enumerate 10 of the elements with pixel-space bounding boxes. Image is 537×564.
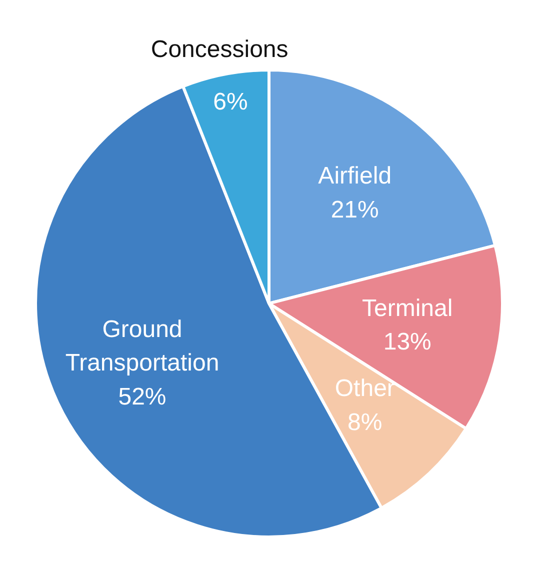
slice-label: Other bbox=[334, 375, 395, 402]
data-label: 52% bbox=[118, 383, 166, 410]
data-label: 6% bbox=[213, 88, 248, 116]
data-label: 13% bbox=[383, 328, 432, 356]
data-label: 21% bbox=[330, 196, 379, 224]
slice-label: Concessions bbox=[150, 36, 288, 63]
data-label: 8% bbox=[348, 408, 382, 436]
slice-label: Airfield bbox=[318, 162, 392, 190]
slice-label: Terminal bbox=[362, 294, 453, 322]
slice-label: Ground Transportation bbox=[65, 316, 220, 377]
